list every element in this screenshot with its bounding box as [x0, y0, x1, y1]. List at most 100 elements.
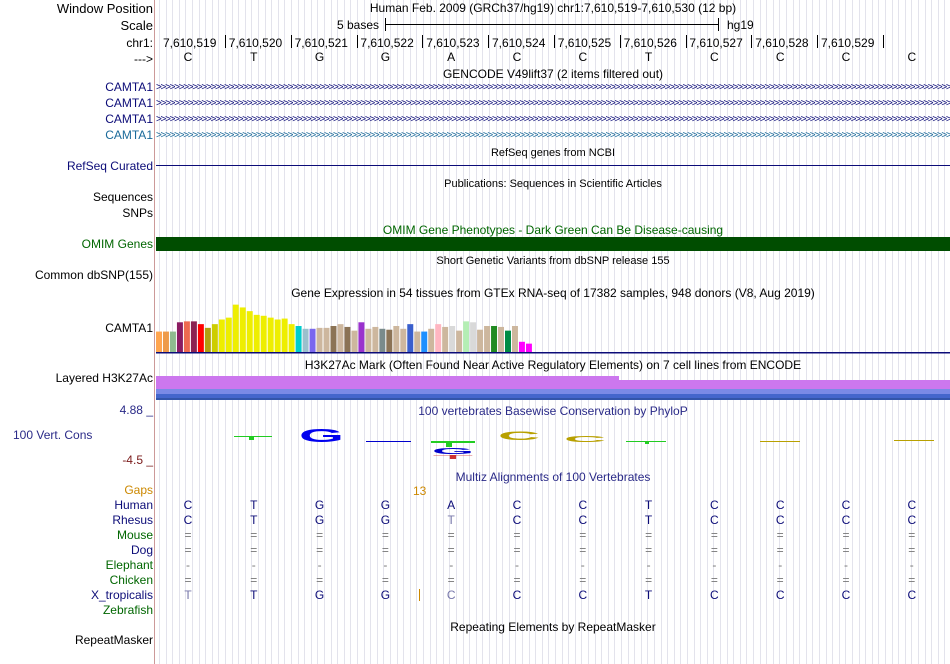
omim-bar[interactable] [156, 237, 950, 251]
repeatmasker-label[interactable]: RepeatMasker [74, 633, 153, 647]
gtex-bar[interactable] [156, 331, 162, 352]
gtex-bar[interactable] [337, 324, 344, 352]
gtex-bar[interactable] [470, 322, 477, 352]
reference-base: C [907, 50, 917, 64]
refseq-label[interactable]: RefSeq Curated [66, 159, 153, 173]
species-label-mouse[interactable]: Mouse [116, 528, 153, 542]
gtex-bar[interactable] [505, 330, 511, 352]
gtex-bar[interactable] [281, 318, 288, 352]
gtex-bar[interactable] [498, 326, 504, 352]
gtex-bar[interactable] [379, 328, 386, 352]
reference-base: C [841, 50, 851, 64]
gencode-item-4[interactable]: >>>>>>>>>>>>>>>>>>>>>>>>>>>>>>>>>>>>>>>>… [156, 130, 950, 141]
gtex-bar[interactable] [169, 331, 176, 352]
gencode-item-2[interactable]: >>>>>>>>>>>>>>>>>>>>>>>>>>>>>>>>>>>>>>>>… [156, 98, 950, 109]
gtex-bar[interactable] [295, 326, 302, 352]
cons-label[interactable]: 100 Vert. Cons [13, 428, 93, 442]
gtex-bar[interactable] [211, 324, 218, 352]
gtex-bar[interactable] [491, 326, 498, 352]
gtex-bar[interactable] [407, 324, 414, 352]
coordinate-label: 7,610,524 [492, 36, 546, 50]
gtex-bar[interactable] [421, 331, 428, 352]
gtex-bar[interactable] [183, 321, 190, 352]
gtex-bar[interactable] [267, 317, 274, 352]
gtex-bar[interactable] [435, 324, 442, 352]
svg-text:C: C [564, 435, 608, 444]
gtex-bar[interactable] [232, 304, 239, 352]
gtex-bar[interactable] [197, 324, 204, 352]
cons-logo[interactable]: G G T C C [156, 420, 950, 462]
gtex-bar[interactable] [477, 329, 484, 352]
publications-label[interactable]: Sequences [92, 190, 153, 204]
gtex-bar[interactable] [274, 319, 281, 353]
gtex-bar[interactable] [239, 307, 246, 352]
gtex-bar[interactable] [414, 331, 421, 352]
gridline [469, 0, 471, 664]
species-label-elephant[interactable]: Elephant [105, 558, 153, 572]
gtex-bar[interactable] [358, 322, 365, 352]
alignment-base: = [381, 528, 389, 542]
gtex-bar[interactable] [442, 326, 449, 352]
alignment-base: = [710, 573, 718, 587]
gtex-bar[interactable] [302, 328, 309, 352]
gencode-item-3[interactable]: >>>>>>>>>>>>>>>>>>>>>>>>>>>>>>>>>>>>>>>>… [156, 114, 950, 125]
h3k27ac-label[interactable]: Layered H3K27Ac [55, 371, 153, 385]
coordinate-label: 7,610,519 [163, 36, 217, 50]
gtex-bar[interactable] [162, 331, 169, 352]
gencode-item-label-3[interactable]: CAMTA1 [105, 112, 153, 126]
gridline [522, 0, 523, 664]
gtex-bar[interactable] [225, 317, 232, 352]
coordinate-label: 7,610,529 [821, 36, 875, 50]
gtex-bar[interactable] [428, 328, 435, 352]
gtex-bar[interactable] [525, 343, 532, 352]
species-label-zebrafish[interactable]: Zebrafish [102, 603, 153, 617]
alignment-base: = [579, 543, 587, 557]
species-label-chicken[interactable]: Chicken [109, 573, 153, 587]
gtex-chart[interactable] [156, 298, 950, 354]
gencode-item-label-2[interactable]: CAMTA1 [105, 96, 153, 110]
gridline [852, 0, 853, 664]
gtex-bar[interactable] [365, 328, 372, 352]
gencode-item-label-1[interactable]: CAMTA1 [105, 80, 153, 94]
gtex-bar[interactable] [323, 327, 330, 352]
gtex-bar[interactable] [463, 321, 470, 352]
species-label-x_tropicalis[interactable]: X_tropicalis [90, 588, 153, 602]
pub-snps-label[interactable]: SNPs [122, 206, 153, 220]
refseq-gene-line[interactable] [156, 165, 950, 166]
alignment-base: = [645, 528, 653, 542]
gtex-bar[interactable] [253, 314, 260, 352]
gtex-bar[interactable] [400, 328, 407, 352]
gtex-bar[interactable] [330, 326, 337, 352]
gridline [541, 0, 543, 664]
gtex-bar[interactable] [204, 327, 211, 352]
gtex-bar[interactable] [309, 328, 316, 352]
gtex-bar[interactable] [386, 329, 393, 352]
gtex-bar[interactable] [372, 326, 379, 352]
gtex-bar[interactable] [246, 311, 253, 352]
alignment-base: C [841, 498, 851, 512]
gencode-item-label-4[interactable]: CAMTA1 [105, 128, 153, 142]
omim-label[interactable]: OMIM Genes [81, 237, 153, 251]
gtex-bar[interactable] [190, 321, 197, 352]
track-data-area[interactable]: Human Feb. 2009 (GRCh37/hg19) chr1:7,610… [156, 0, 950, 664]
species-label-dog[interactable]: Dog [130, 543, 153, 557]
gtex-bar[interactable] [260, 315, 267, 352]
gtex-bar[interactable] [344, 326, 351, 352]
gtex-bar[interactable] [518, 341, 525, 352]
dbsnp-label[interactable]: Common dbSNP(155) [34, 268, 153, 282]
gtex-bar[interactable] [393, 326, 400, 352]
gtex-bar[interactable] [316, 327, 323, 352]
gtex-bar[interactable] [176, 322, 183, 352]
gtex-bar[interactable] [484, 326, 491, 352]
gtex-bar[interactable] [218, 319, 225, 353]
gtex-bar[interactable] [449, 326, 456, 352]
gtex-bar[interactable] [456, 330, 463, 352]
gtex-bar[interactable] [288, 324, 295, 352]
gtex-label[interactable]: CAMTA1 [105, 321, 153, 335]
gtex-bar[interactable] [351, 330, 358, 352]
gridline [825, 0, 827, 664]
species-label-human[interactable]: Human [114, 498, 153, 512]
gtex-bar[interactable] [511, 326, 518, 352]
gencode-item-1[interactable]: >>>>>>>>>>>>>>>>>>>>>>>>>>>>>>>>>>>>>>>>… [156, 82, 950, 93]
species-label-rhesus[interactable]: Rhesus [112, 513, 153, 527]
